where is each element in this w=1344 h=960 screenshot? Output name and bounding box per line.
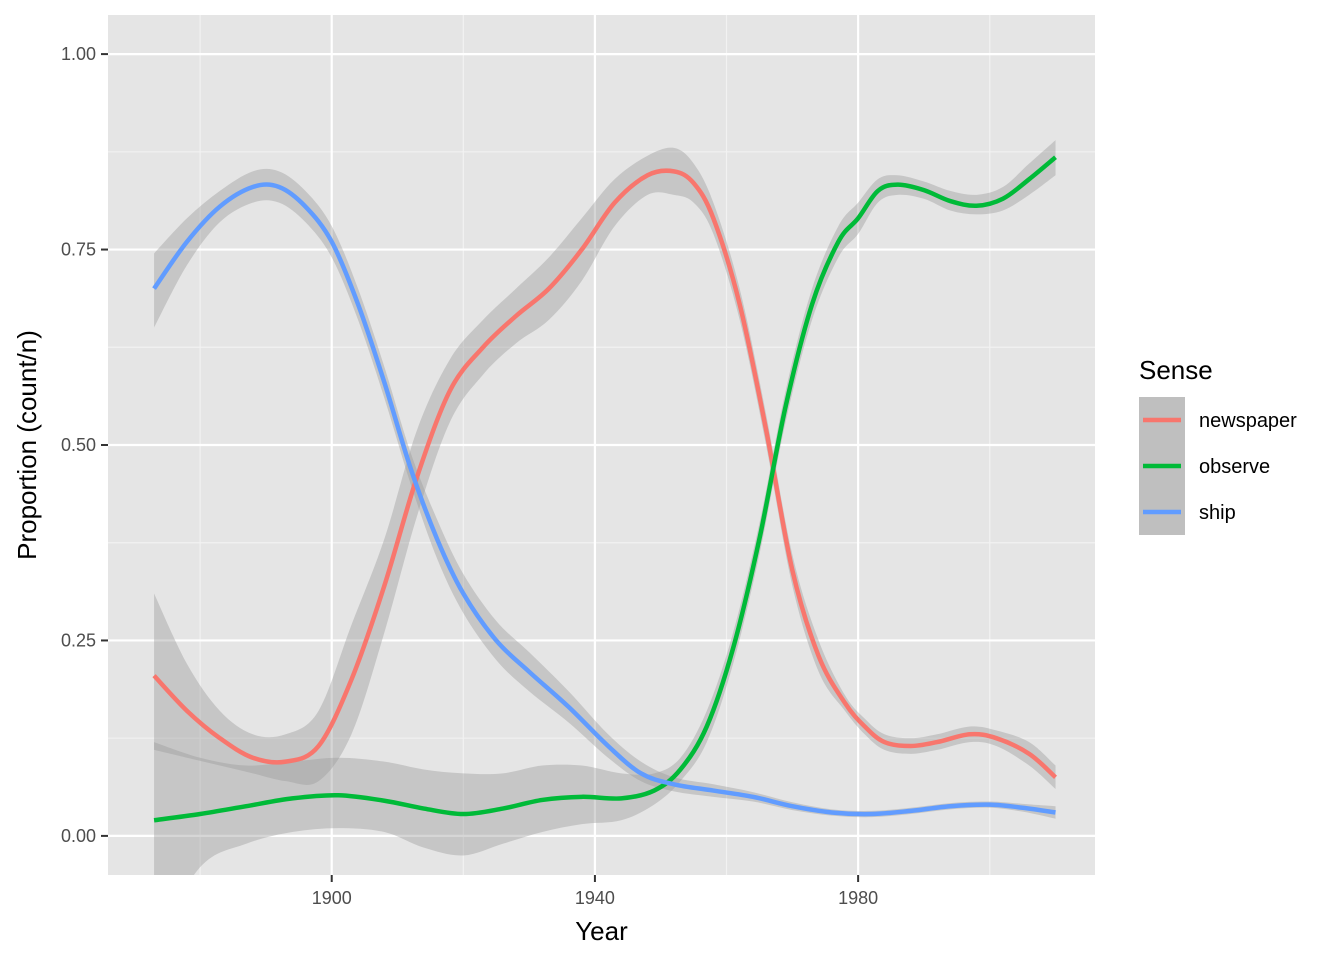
- legend-item-ship: ship: [1139, 489, 1236, 535]
- line-ship: [152, 182, 1056, 817]
- legend-title: Sense: [1139, 355, 1213, 385]
- legend-item-observe: observe: [1139, 443, 1270, 489]
- x-tick-label: 1900: [312, 888, 352, 908]
- y-axis: 0.00 0.25 0.50 0.75 1.00: [61, 44, 108, 846]
- y-axis-title: Proportion (count/n): [12, 330, 42, 560]
- legend-item-newspaper: newspaper: [1139, 397, 1297, 443]
- y-tick-label: 0.00: [61, 826, 96, 846]
- line-observe: [153, 155, 1057, 823]
- line-newspaper: [152, 168, 1058, 779]
- y-tick-label: 0.75: [61, 240, 96, 260]
- y-tick-label: 0.25: [61, 630, 96, 650]
- legend: Sense newspaper observe ship: [1139, 355, 1297, 535]
- ribbon-newspaper: [154, 147, 1056, 789]
- y-tick-label: 1.00: [61, 44, 96, 64]
- ribbon-observe: [154, 140, 1056, 875]
- y-tick-label: 0.50: [61, 435, 96, 455]
- legend-label: newspaper: [1199, 410, 1297, 432]
- confidence-ribbons: [154, 140, 1056, 875]
- x-axis-title: Year: [575, 916, 628, 946]
- series-lines: [152, 155, 1058, 823]
- x-tick-label: 1940: [575, 888, 615, 908]
- legend-label: observe: [1199, 456, 1270, 478]
- x-axis: 1900 1940 1980: [312, 875, 878, 908]
- legend-label: ship: [1199, 502, 1236, 524]
- x-tick-label: 1980: [838, 888, 878, 908]
